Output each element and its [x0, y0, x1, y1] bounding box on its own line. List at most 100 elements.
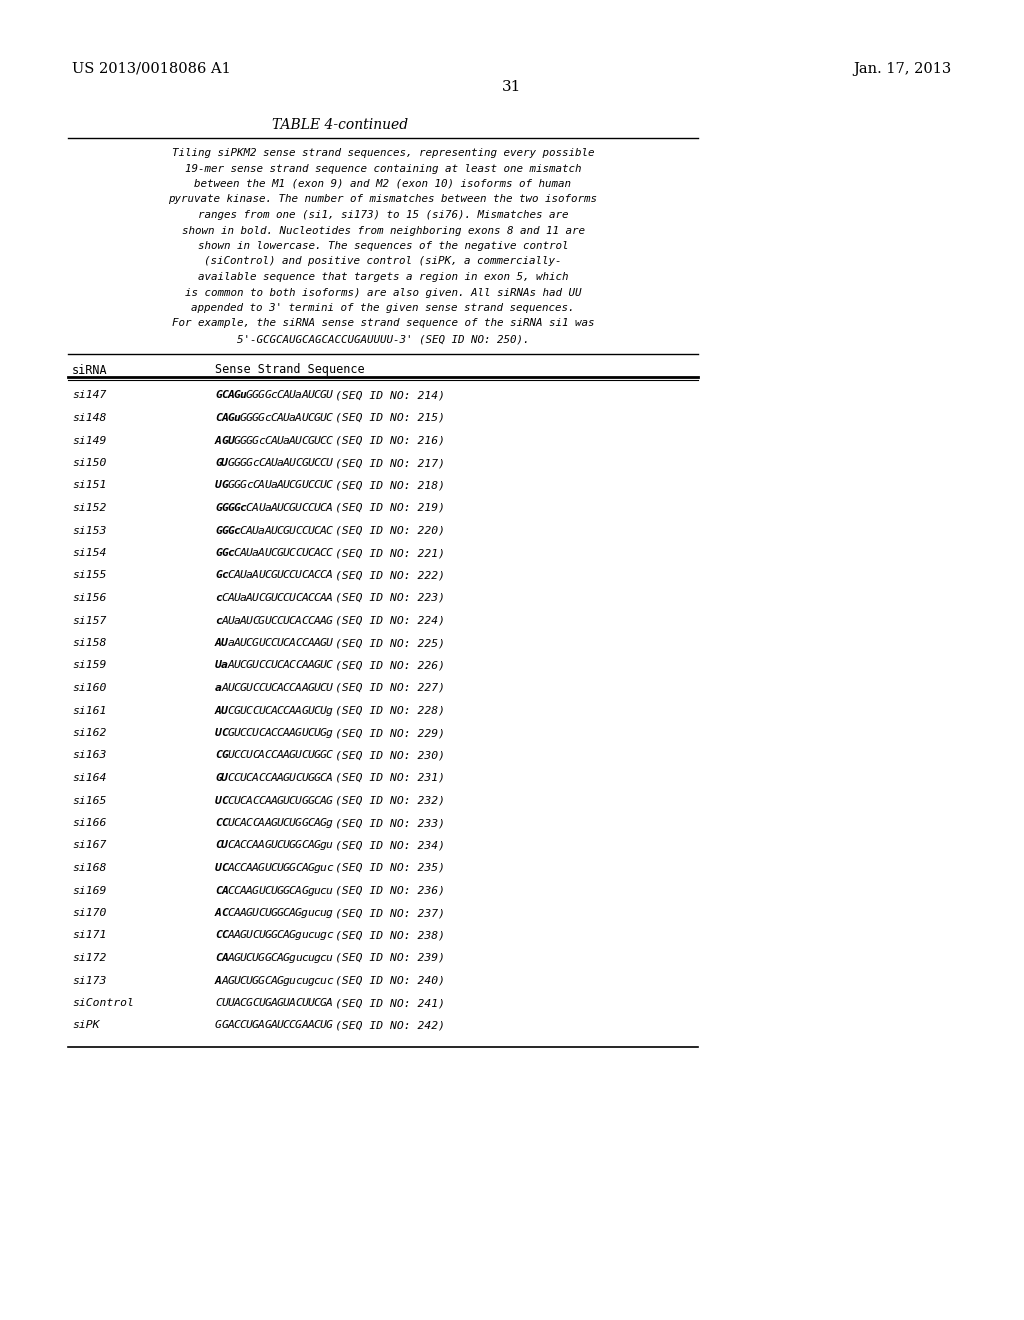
Text: A: A — [270, 975, 278, 986]
Text: C: C — [215, 931, 222, 940]
Text: U: U — [252, 525, 259, 536]
Text: A: A — [270, 998, 278, 1008]
Text: U: U — [240, 774, 247, 783]
Text: U: U — [227, 436, 234, 446]
Text: g: g — [295, 931, 302, 940]
Text: C: C — [215, 886, 222, 895]
Text: U: U — [276, 638, 284, 648]
Text: C: C — [264, 570, 271, 581]
Text: u: u — [301, 931, 308, 940]
Text: C: C — [276, 593, 284, 603]
Text: si147: si147 — [72, 391, 106, 400]
Text: C: C — [301, 503, 308, 513]
Text: C: C — [289, 886, 296, 895]
Text: G: G — [307, 436, 314, 446]
Text: G: G — [258, 413, 265, 422]
Text: C: C — [221, 729, 228, 738]
Text: (SEQ ID NO: 232): (SEQ ID NO: 232) — [335, 796, 444, 805]
Text: U: U — [270, 593, 278, 603]
Text: C: C — [295, 863, 302, 873]
Text: a: a — [233, 615, 241, 626]
Text: U: U — [221, 638, 228, 648]
Text: C: C — [240, 863, 247, 873]
Text: U: U — [240, 953, 247, 964]
Text: A: A — [221, 975, 228, 986]
Text: U: U — [326, 391, 333, 400]
Text: U: U — [295, 751, 302, 760]
Text: U: U — [221, 998, 228, 1008]
Text: (SEQ ID NO: 238): (SEQ ID NO: 238) — [335, 931, 444, 940]
Text: C: C — [258, 774, 265, 783]
Text: C: C — [319, 682, 327, 693]
Text: C: C — [276, 615, 284, 626]
Text: a: a — [270, 480, 278, 491]
Text: (SEQ ID NO: 222): (SEQ ID NO: 222) — [335, 570, 444, 581]
Text: G: G — [240, 931, 247, 940]
Text: G: G — [252, 436, 259, 446]
Text: a: a — [276, 458, 284, 469]
Text: C: C — [246, 503, 253, 513]
Text: C: C — [289, 682, 296, 693]
Text: A: A — [246, 593, 253, 603]
Text: G: G — [289, 751, 296, 760]
Text: u: u — [319, 975, 327, 986]
Text: si152: si152 — [72, 503, 106, 513]
Text: C: C — [252, 682, 259, 693]
Text: si173: si173 — [72, 975, 106, 986]
Text: U: U — [252, 660, 259, 671]
Text: G: G — [319, 638, 327, 648]
Text: C: C — [313, 705, 321, 715]
Text: u: u — [295, 953, 302, 964]
Text: C: C — [283, 570, 290, 581]
Text: g: g — [319, 841, 327, 850]
Text: U: U — [283, 413, 290, 422]
Text: C: C — [270, 682, 278, 693]
Text: C: C — [295, 638, 302, 648]
Text: g: g — [326, 908, 333, 917]
Text: C: C — [319, 458, 327, 469]
Text: si170: si170 — [72, 908, 106, 917]
Text: c: c — [313, 975, 321, 986]
Text: A: A — [233, 841, 241, 850]
Text: c: c — [295, 975, 302, 986]
Text: C: C — [301, 525, 308, 536]
Text: C: C — [233, 548, 241, 558]
Text: G: G — [276, 886, 284, 895]
Text: U: U — [283, 998, 290, 1008]
Text: C: C — [307, 480, 314, 491]
Text: U: U — [258, 503, 265, 513]
Text: C: C — [319, 436, 327, 446]
Text: U: U — [276, 818, 284, 828]
Text: G: G — [270, 570, 278, 581]
Text: U: U — [264, 908, 271, 917]
Text: (SEQ ID NO: 224): (SEQ ID NO: 224) — [335, 615, 444, 626]
Text: G: G — [307, 796, 314, 805]
Text: A: A — [307, 660, 314, 671]
Text: A: A — [258, 548, 265, 558]
Text: U: U — [301, 998, 308, 1008]
Text: C: C — [295, 660, 302, 671]
Text: (SEQ ID NO: 216): (SEQ ID NO: 216) — [335, 436, 444, 446]
Text: C: C — [221, 391, 228, 400]
Text: si149: si149 — [72, 436, 106, 446]
Text: C: C — [264, 975, 271, 986]
Text: U: U — [252, 908, 259, 917]
Text: c: c — [227, 548, 234, 558]
Text: C: C — [313, 593, 321, 603]
Text: U: U — [319, 705, 327, 715]
Text: U: U — [246, 1020, 253, 1031]
Text: C: C — [289, 1020, 296, 1031]
Text: G: G — [276, 796, 284, 805]
Text: C: C — [246, 705, 253, 715]
Text: C: C — [258, 458, 265, 469]
Text: C: C — [326, 660, 333, 671]
Text: c: c — [246, 480, 253, 491]
Text: Tiling siPKM2 sense strand sequences, representing every possible: Tiling siPKM2 sense strand sequences, re… — [172, 148, 594, 158]
Text: U: U — [246, 548, 253, 558]
Text: U: U — [307, 998, 314, 1008]
Text: u: u — [240, 391, 247, 400]
Text: G: G — [301, 818, 308, 828]
Text: C: C — [240, 660, 247, 671]
Text: a: a — [227, 638, 234, 648]
Text: A: A — [264, 729, 271, 738]
